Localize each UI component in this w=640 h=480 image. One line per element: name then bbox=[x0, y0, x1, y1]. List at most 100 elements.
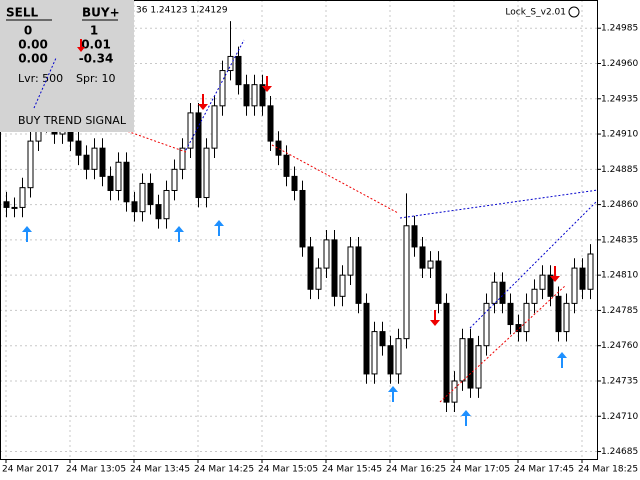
signal-line bbox=[33, 57, 57, 109]
buy-arrow bbox=[214, 220, 224, 236]
x-tick-label: 24 Mar 16:25 bbox=[386, 465, 446, 475]
panel-background bbox=[0, 0, 134, 132]
candle-body bbox=[499, 281, 506, 304]
x-tick-label: 24 Mar 15:45 bbox=[322, 465, 382, 475]
candle-body bbox=[83, 154, 90, 170]
candle-body bbox=[147, 182, 154, 206]
candle-body bbox=[555, 295, 562, 333]
candle-body bbox=[339, 274, 346, 297]
candle-body bbox=[323, 239, 330, 269]
signal-line bbox=[399, 189, 599, 219]
signal: BUY TREND SIGNAL bbox=[18, 114, 127, 127]
candle-body bbox=[307, 246, 314, 290]
candle-body bbox=[467, 338, 474, 389]
candle-body bbox=[371, 331, 378, 375]
candle-body bbox=[259, 84, 266, 107]
plot-frame bbox=[0, 0, 598, 460]
buy-label: BUY+ bbox=[82, 6, 120, 20]
candle-body bbox=[299, 189, 306, 248]
x-tick-label: 24 Mar 18:25 bbox=[578, 465, 638, 475]
x-tick-label: 24 Mar 15:05 bbox=[258, 465, 318, 475]
y-tick-label: 1.24785 bbox=[601, 306, 638, 316]
candle-body bbox=[203, 147, 210, 199]
candle-body bbox=[195, 112, 202, 199]
candle-body bbox=[75, 140, 82, 156]
candle-body bbox=[459, 338, 466, 382]
y-tick-label: 1.24710 bbox=[601, 412, 638, 422]
buy-arrow bbox=[388, 386, 398, 402]
candle-body bbox=[91, 147, 98, 170]
candle-body bbox=[523, 302, 530, 333]
y-tick-label: 1.24985 bbox=[601, 24, 638, 34]
y-tick-label: 1.24685 bbox=[601, 447, 638, 457]
candle-body bbox=[491, 281, 498, 304]
buy-value: 1 bbox=[90, 24, 98, 38]
x-tick-label: 24 Mar 13:45 bbox=[130, 465, 190, 475]
x-tick-label: 24 Mar 13:05 bbox=[66, 465, 126, 475]
smiley-icon bbox=[568, 6, 580, 18]
candle-body bbox=[155, 204, 162, 220]
y-tick-label: 1.24810 bbox=[601, 271, 638, 281]
sell-value: 0.00 bbox=[18, 38, 48, 52]
y-tick-label: 1.24760 bbox=[601, 341, 638, 351]
candle-body bbox=[531, 288, 538, 304]
candle-body bbox=[27, 140, 34, 189]
candle-body bbox=[275, 140, 282, 156]
candle-body bbox=[163, 189, 170, 220]
x-tick-label: 24 Mar 14:25 bbox=[194, 465, 254, 475]
signal-line bbox=[439, 284, 567, 403]
candle-body bbox=[235, 55, 242, 86]
candle-body bbox=[483, 302, 490, 347]
candle-body bbox=[579, 267, 586, 290]
sell-arrow bbox=[77, 39, 85, 52]
candle-body bbox=[131, 201, 138, 213]
candle-body bbox=[219, 70, 226, 107]
signal-line bbox=[185, 39, 245, 151]
candle-body bbox=[19, 187, 26, 208]
sell-arrow bbox=[550, 266, 560, 282]
candle-body bbox=[107, 175, 114, 191]
candle-body bbox=[547, 274, 554, 297]
sell-value: 0 bbox=[24, 24, 32, 38]
candle-body bbox=[115, 161, 122, 191]
candle-body bbox=[251, 84, 258, 107]
candle-body bbox=[355, 246, 362, 304]
sell-arrow bbox=[198, 94, 208, 110]
candle-body bbox=[515, 324, 522, 333]
buy-arrow bbox=[557, 352, 567, 368]
signal-arrows bbox=[22, 76, 567, 426]
y-tick-label: 1.24860 bbox=[601, 200, 638, 210]
buy-arrow bbox=[22, 226, 32, 242]
x-tick-label: 24 Mar 17:05 bbox=[450, 465, 510, 475]
candle-body bbox=[451, 380, 458, 403]
candle-body bbox=[283, 154, 290, 177]
candle-body bbox=[395, 338, 402, 375]
candle-body bbox=[123, 161, 130, 203]
buy-arrow bbox=[461, 410, 471, 426]
candle-body bbox=[443, 302, 450, 403]
candle-body bbox=[379, 331, 386, 347]
info-panel: SELL BUY+ 0 0.00 0.00 1 0.01 -0.34 Lvr: … bbox=[0, 0, 134, 132]
candle-body bbox=[387, 345, 394, 375]
candle-body bbox=[139, 182, 146, 213]
buy-value: 0.01 bbox=[81, 38, 111, 52]
y-tick-label: 1.24960 bbox=[601, 59, 638, 69]
buy-value: -0.34 bbox=[79, 52, 114, 66]
candle-body bbox=[435, 260, 442, 304]
buy-arrow bbox=[174, 226, 184, 242]
leverage: Lvr: 500 bbox=[18, 72, 63, 85]
candle-body bbox=[211, 105, 218, 149]
candle-body bbox=[419, 246, 426, 269]
candle-body bbox=[403, 225, 410, 340]
candle-body bbox=[315, 267, 322, 290]
y-tick-label: 1.24735 bbox=[601, 376, 638, 386]
candle-body bbox=[179, 147, 186, 170]
candle-body bbox=[507, 302, 514, 326]
candle-body bbox=[3, 201, 10, 208]
y-tick-label: 1.24910 bbox=[601, 130, 638, 140]
quote: 36 1.24123 1.24129 bbox=[136, 6, 228, 16]
y-tick-label: 1.24835 bbox=[601, 235, 638, 245]
candle-body bbox=[571, 267, 578, 304]
sell-value: 0.00 bbox=[18, 52, 48, 66]
